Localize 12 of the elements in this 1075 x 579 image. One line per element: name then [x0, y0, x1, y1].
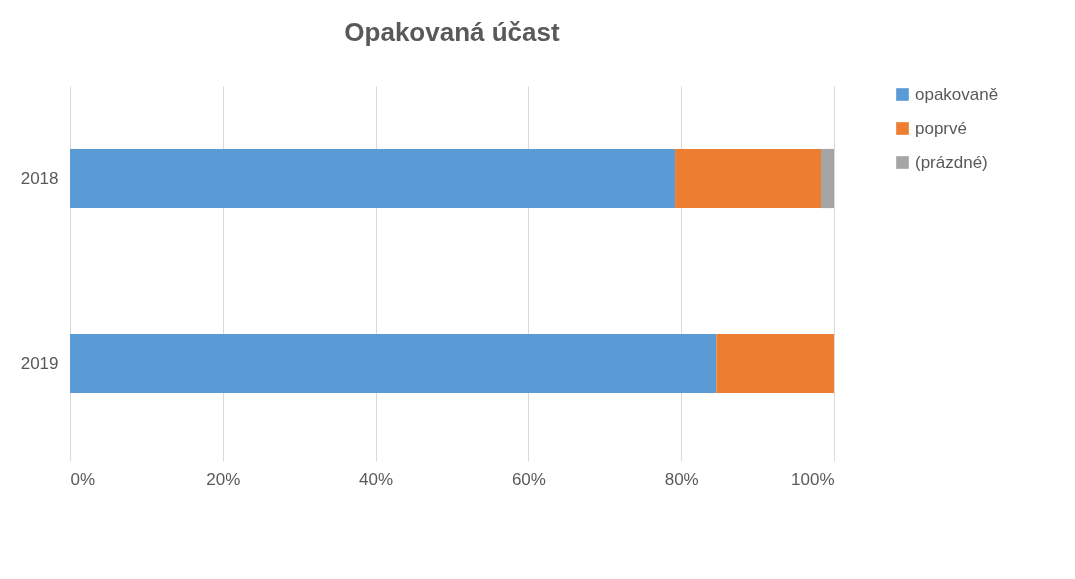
x-tick-label: 40%: [359, 469, 394, 489]
legend-label: opakovaně: [915, 84, 999, 104]
legend-label: (prázdné): [915, 152, 988, 172]
legend-label: poprvé: [915, 118, 967, 138]
y-tick-label: 2018: [20, 168, 59, 188]
x-tick-label: 20%: [206, 469, 241, 489]
x-tick-label: 100%: [791, 469, 835, 489]
chart-title: Opakovaná účast: [344, 17, 560, 47]
y-tick-label: 2019: [20, 353, 59, 373]
x-tick-label: 0%: [70, 469, 96, 489]
x-tick-label: 60%: [511, 469, 546, 489]
x-tick-label: 80%: [664, 469, 699, 489]
